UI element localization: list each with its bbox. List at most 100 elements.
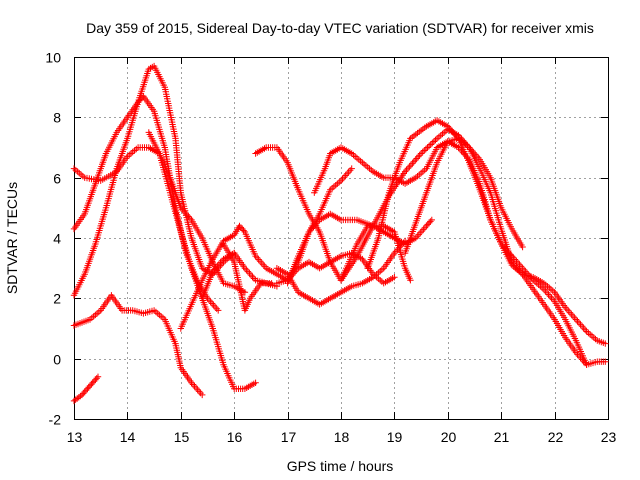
data-point: [343, 170, 351, 177]
y-tick-label: 2: [53, 291, 61, 307]
data-point: [401, 168, 409, 175]
data-point: [423, 222, 430, 230]
data-point: [85, 384, 92, 391]
data-point: [258, 259, 265, 267]
series-5: [70, 373, 102, 405]
series-1: [70, 144, 249, 296]
data-point: [189, 381, 197, 388]
data-point: [207, 298, 214, 305]
data-point: [86, 382, 94, 389]
data-point: [260, 261, 267, 268]
series-17: [364, 117, 609, 347]
data-point: [421, 147, 428, 154]
data-point: [342, 172, 349, 179]
x-tick-label: 13: [67, 429, 83, 445]
data-point: [519, 243, 526, 251]
series-3: [70, 62, 238, 299]
x-tick-label: 19: [387, 429, 403, 445]
data-point: [208, 300, 216, 307]
data-point: [425, 142, 433, 150]
series-2: [70, 93, 222, 314]
data-point: [412, 156, 419, 164]
data-point: [409, 160, 416, 167]
data-point: [93, 375, 100, 382]
data-point: [581, 326, 589, 333]
y-tick-label: -2: [49, 412, 62, 428]
data-point: [568, 311, 575, 318]
data-point: [602, 358, 609, 365]
data-point: [420, 226, 427, 233]
data-point: [215, 307, 222, 314]
data-point: [90, 378, 98, 385]
x-tick-label: 15: [174, 429, 190, 445]
data-point: [583, 361, 590, 368]
data-point: [575, 319, 583, 327]
chart-title: Day 359 of 2015, Sidereal Day-to-day VTE…: [86, 20, 594, 36]
x-tick-label: 20: [441, 429, 457, 445]
data-point: [407, 277, 414, 284]
y-tick-label: 8: [53, 110, 61, 126]
x-tick-label: 17: [281, 429, 297, 445]
data-point: [415, 153, 422, 160]
data-point: [252, 379, 259, 386]
data-point: [418, 227, 426, 235]
data-point: [236, 222, 243, 230]
data-point: [249, 273, 256, 280]
data-point: [406, 163, 413, 170]
series-8: [199, 249, 281, 302]
data-point: [419, 148, 426, 156]
data-point: [574, 318, 581, 325]
y-tick-label: 4: [53, 231, 61, 247]
x-tick-label: 21: [494, 429, 510, 445]
data-point: [199, 391, 206, 399]
data-point: [89, 379, 96, 386]
y-tick-label: 6: [53, 171, 61, 187]
series-18: [401, 135, 526, 257]
x-tick-label: 14: [120, 429, 136, 445]
data-point: [194, 386, 201, 393]
data-point: [427, 141, 434, 148]
y-axis-label: SDTVAR / TECUs: [4, 182, 20, 294]
data-point: [348, 165, 355, 172]
series-9: [220, 240, 275, 314]
data-point: [548, 294, 555, 302]
data-point: [78, 391, 86, 399]
data-point: [425, 219, 433, 227]
x-tick-label: 18: [334, 429, 350, 445]
axis-ticks: 13 14 15 16 17 18 19 20 21 22 23 -2 0 2 4 6 8 10: [45, 50, 616, 446]
x-axis-label: GPS time / hours: [287, 458, 394, 474]
series-7: [177, 222, 291, 332]
data-point: [240, 227, 247, 234]
data-point: [391, 274, 398, 281]
series-6: [145, 129, 259, 392]
x-tick-label: 16: [227, 429, 243, 445]
data-point: [404, 165, 412, 172]
data-point: [417, 150, 425, 157]
data-point: [407, 161, 415, 169]
data-point: [429, 139, 436, 147]
series-14: [284, 210, 435, 287]
data-point: [422, 145, 430, 153]
data-point: [410, 158, 417, 165]
data-point: [77, 392, 84, 400]
data-point: [81, 388, 88, 396]
data-marks: [70, 62, 609, 405]
data-point: [82, 387, 90, 394]
series-4: [70, 292, 206, 399]
x-tick-label: 22: [548, 429, 564, 445]
data-point: [213, 305, 220, 312]
data-point: [428, 216, 435, 224]
data-point: [602, 340, 609, 347]
data-point: [244, 268, 252, 275]
data-point: [195, 388, 203, 395]
data-point: [427, 218, 434, 225]
data-point: [239, 225, 246, 233]
y-tick-label: 0: [53, 352, 61, 368]
data-point: [80, 390, 87, 397]
data-point: [424, 144, 431, 151]
data-point: [430, 138, 438, 145]
y-tick-label: 10: [45, 50, 61, 66]
data-point: [416, 152, 423, 159]
data-point: [432, 136, 439, 144]
